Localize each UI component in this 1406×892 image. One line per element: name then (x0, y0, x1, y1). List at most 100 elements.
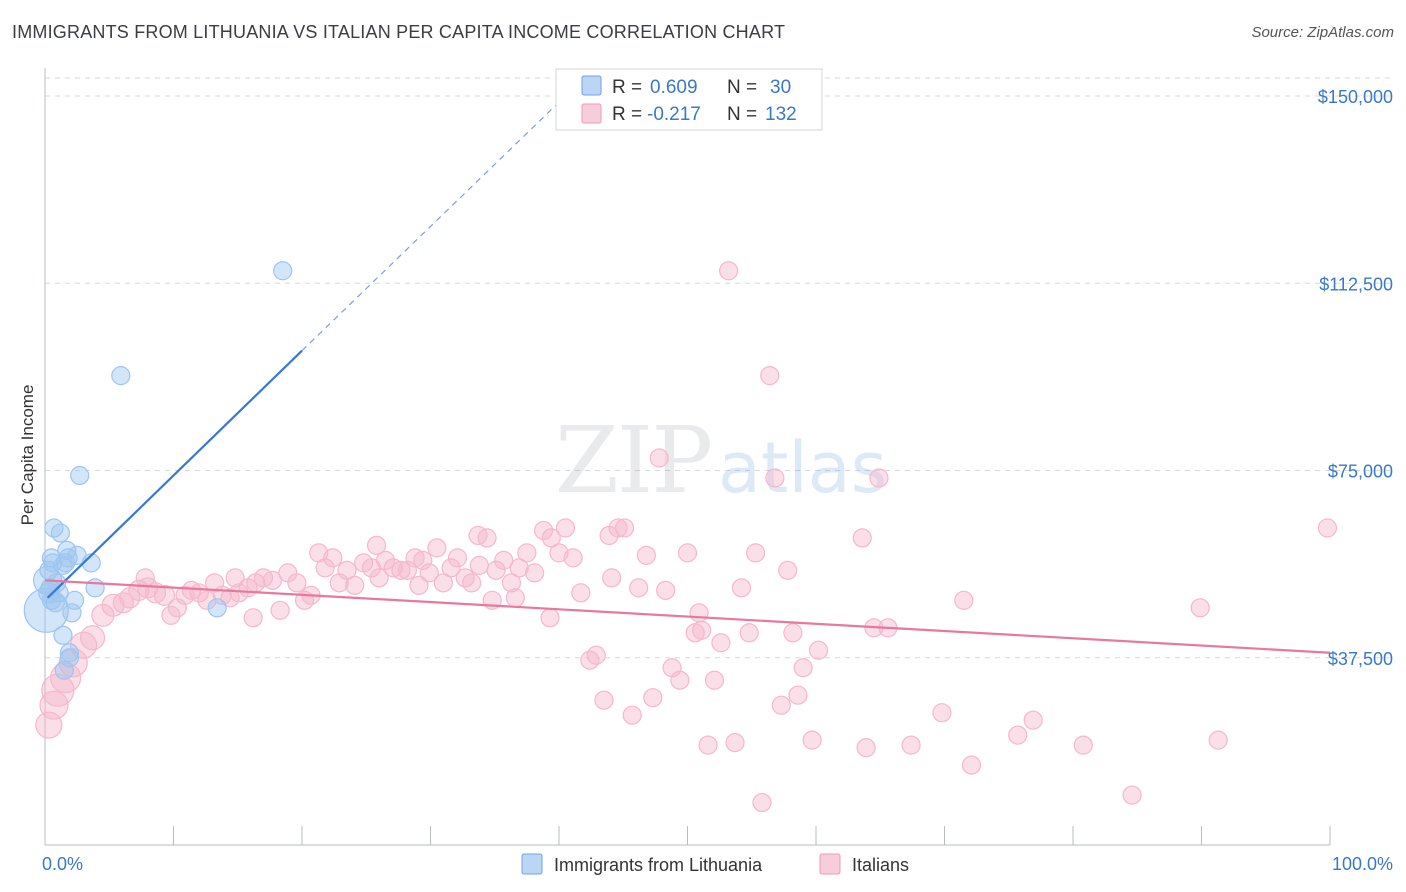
x-tick-label-max: 100.0% (1332, 854, 1393, 874)
italians-point (771, 695, 791, 715)
italians-point (808, 640, 829, 660)
bottom-legend-swatch-italians (819, 853, 841, 875)
watermark-atlas: atlas (718, 427, 887, 509)
italians-point (649, 448, 669, 468)
lithuania-point (207, 598, 227, 618)
italians-point (602, 568, 622, 588)
italians-point (760, 366, 780, 386)
italians-point (270, 600, 290, 620)
lithuania-point (54, 660, 74, 680)
italians-point (622, 705, 642, 725)
bottom-legend-swatch-lithuania (521, 853, 543, 875)
italians-point (79, 625, 106, 651)
lithuania-point (45, 593, 65, 613)
italians-point (932, 703, 952, 723)
italians-point (469, 555, 489, 575)
italians-point (517, 543, 537, 563)
italians-point (549, 543, 569, 563)
italians-point (698, 735, 718, 755)
lithuania-point (50, 523, 71, 543)
italians-point (783, 623, 803, 643)
italians-point (793, 658, 813, 678)
italians-point (1122, 785, 1142, 805)
italians-point (375, 550, 396, 570)
italians-point (856, 738, 876, 758)
lithuania-point (85, 578, 105, 598)
italians-point (540, 608, 560, 628)
italians-point (692, 620, 712, 640)
trend-line-lithuania (46, 349, 303, 599)
italians-point (505, 588, 525, 608)
y-axis-label: Per Capita Income (18, 385, 37, 526)
lithuania-point (62, 603, 82, 623)
italians-point (427, 538, 447, 558)
italians-point (391, 560, 411, 580)
y-tick-label: $75,000 (1328, 462, 1393, 482)
lithuania-point (44, 518, 64, 538)
series-italians-points (35, 261, 1338, 813)
italians-point (287, 573, 307, 593)
italians-point (594, 690, 614, 710)
trend-line-italians (44, 579, 1331, 654)
italians-point (571, 583, 591, 603)
italians-point (383, 558, 403, 578)
italians-point (509, 558, 529, 578)
italians-point (746, 543, 766, 563)
lithuania-point (49, 583, 69, 603)
lithuania-point (59, 648, 80, 668)
italians-point (586, 645, 606, 665)
legend-r-label-2: R = (612, 104, 642, 125)
italians-point (778, 560, 798, 580)
italians-point (220, 588, 240, 608)
italians-point (656, 580, 676, 600)
italians-point (629, 578, 649, 598)
lithuania-point (38, 582, 60, 604)
italians-point (91, 603, 115, 627)
trend-line-lithuania-extension (301, 95, 566, 352)
italians-point (752, 792, 772, 813)
italians-point (1190, 598, 1210, 618)
italians-point (405, 548, 425, 568)
italians-point (1208, 730, 1228, 750)
lithuania-point (64, 590, 85, 610)
italians-point (563, 548, 583, 568)
italians-point (869, 468, 889, 488)
italians-point (614, 518, 635, 538)
legend-r-value-1: 0.609 (650, 77, 698, 98)
italians-point (704, 670, 725, 690)
italians-point (161, 605, 181, 625)
legend-r-value-2: -0.217 (647, 104, 701, 125)
y-tick-label: $37,500 (1328, 649, 1393, 669)
lithuania-point (23, 587, 69, 633)
legend-n-value-1: 30 (770, 77, 791, 98)
italians-point (197, 590, 217, 610)
italians-point (243, 608, 263, 628)
lithuania-point (39, 560, 59, 580)
italians-point (153, 584, 176, 606)
legend-r-label-1: R = (612, 77, 642, 98)
italians-point (366, 535, 387, 556)
italians-point (802, 730, 822, 750)
italians-point (636, 545, 656, 565)
italians-point (337, 560, 357, 580)
lithuania-point (41, 548, 62, 568)
lithuania-point (111, 366, 131, 386)
italians-point (725, 733, 745, 753)
italians-point (501, 573, 522, 593)
italians-point (852, 528, 872, 548)
italians-point (677, 543, 698, 563)
lithuania-point (59, 643, 80, 663)
trend-lines (44, 95, 1331, 654)
italians-point (486, 560, 506, 580)
legend-n-label-2: N = (727, 104, 757, 125)
italians-point (719, 261, 739, 281)
italians-point (731, 578, 752, 598)
italians-point (765, 468, 785, 488)
lithuania-point (70, 465, 90, 486)
italians-point (1023, 710, 1043, 730)
italians-point (323, 548, 343, 568)
italians-point (119, 587, 141, 609)
lithuania-point (57, 540, 77, 560)
italians-point (541, 528, 561, 548)
italians-point (262, 570, 283, 590)
